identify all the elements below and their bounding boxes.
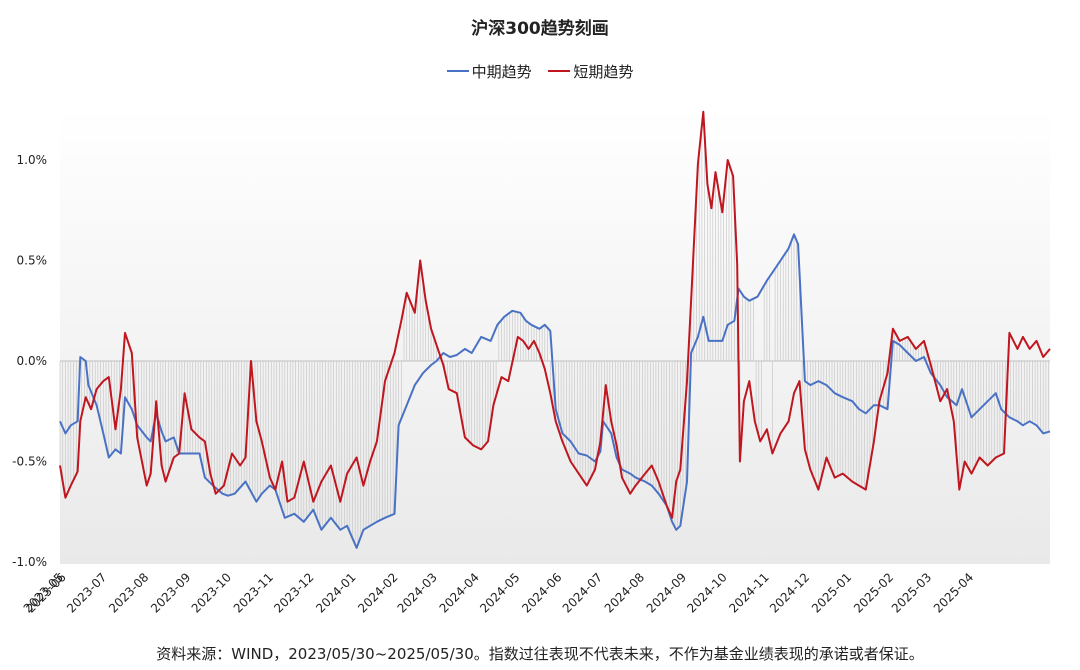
- series-lines: [59, 110, 1051, 549]
- chart-title: 沪深300趋势刻画: [471, 19, 609, 39]
- x-tick-label: 2024-02: [355, 570, 400, 615]
- plot-area: 1.0% 0.5% 0.0% -0.5% -1.0% 2023-052023-06202…: [12, 108, 1051, 616]
- legend: 中期趋势 短期趋势: [0, 58, 1080, 82]
- x-tick-label: 2024-08: [602, 570, 647, 615]
- x-tick-label: 2023-11: [231, 570, 276, 615]
- series-line-short: [59, 110, 1051, 519]
- x-tick-label: 2025-02: [851, 570, 896, 615]
- legend-item-short[interactable]: 短期趋势: [548, 61, 633, 82]
- x-tick-label: 2024-03: [395, 570, 440, 615]
- y-tick-label: 0.5%: [17, 254, 48, 268]
- y-tick-label: -1.0%: [12, 555, 47, 569]
- x-tick-label: 2024-12: [767, 570, 812, 615]
- legend-item-mid[interactable]: 中期趋势: [446, 61, 532, 82]
- x-tick-label: 2024-07: [560, 570, 605, 615]
- x-tick-label: 2024-01: [313, 570, 358, 615]
- x-tick-label: 2024-06: [519, 570, 564, 615]
- x-tick-label: 2025-03: [889, 570, 934, 615]
- legend-swatch-mid: [446, 70, 469, 72]
- plot-background: [60, 108, 1050, 564]
- y-axis: 1.0% 0.5% 0.0% -0.5% -1.0%: [12, 153, 47, 569]
- x-tick-label: 2023-08: [106, 570, 151, 615]
- x-tick-label: 2023-10: [189, 570, 234, 615]
- x-tick-label: 2024-05: [477, 570, 522, 615]
- series-line-mid: [59, 233, 1051, 549]
- y-tick-label: 0.0%: [17, 354, 48, 368]
- x-tick-label: 2024-09: [644, 570, 689, 615]
- x-axis: 2023-052023-062023-072023-082023-092023-…: [21, 570, 976, 615]
- x-tick-label: 2025-01: [809, 570, 854, 615]
- x-tick-label: 2023-07: [64, 570, 109, 615]
- y-tick-label: -0.5%: [12, 455, 47, 469]
- x-tick-label: 2024-04: [437, 570, 482, 615]
- x-tick-label: 2023-12: [271, 570, 316, 615]
- y-tick-label: 1.0%: [17, 153, 48, 167]
- x-tick-label: 2023-06: [23, 570, 68, 615]
- x-tick-label: 2024-10: [684, 570, 729, 615]
- legend-label-mid: 中期趋势: [471, 62, 532, 81]
- footnote: 资料来源：WIND，2023/05/30~2025/05/30。指数过往表现不代…: [156, 645, 924, 663]
- x-tick-label: 2023-09: [148, 570, 193, 615]
- legend-label-short: 短期趋势: [573, 62, 634, 81]
- x-tick-label: 2024-11: [726, 570, 771, 615]
- legend-swatch-short: [548, 70, 571, 72]
- x-tick-label: 2025-04: [931, 570, 976, 615]
